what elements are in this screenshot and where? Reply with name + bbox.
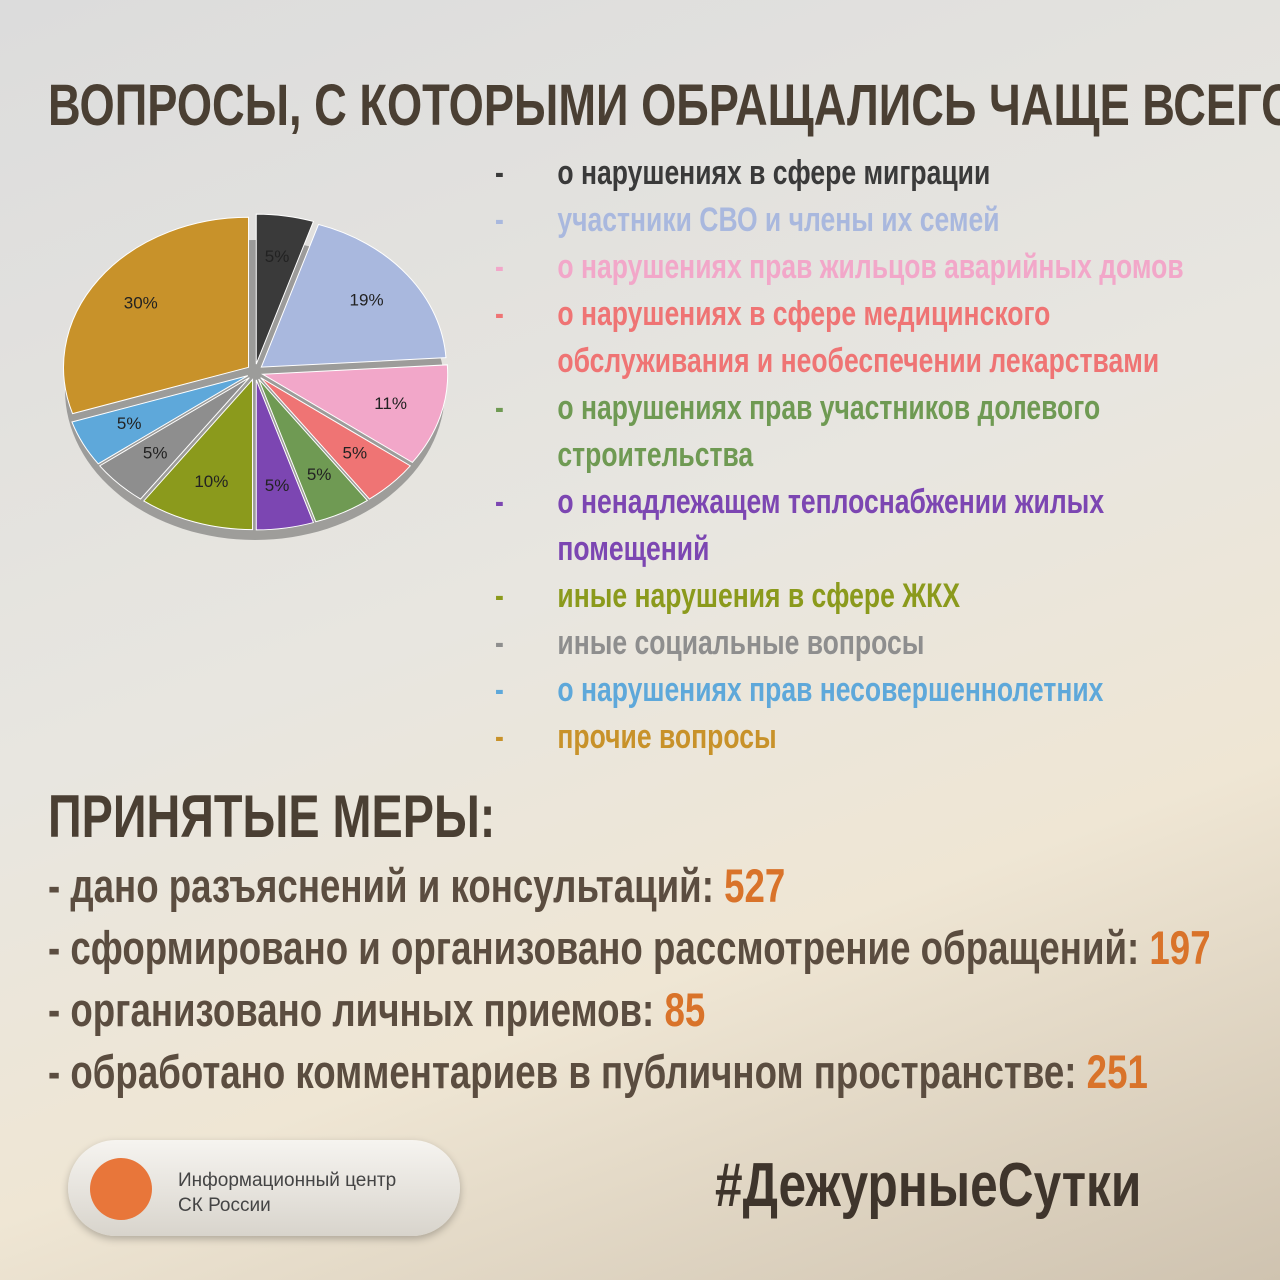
legend-item: - иные социальные вопросы xyxy=(495,620,1275,667)
legend-dash: - xyxy=(495,154,504,192)
logo-text: Информационный центр xyxy=(178,1170,397,1191)
pie-slice xyxy=(258,378,369,523)
pie-slice xyxy=(63,216,250,415)
legend-text: о нарушениях в сфере медицинского обслуж… xyxy=(557,295,1160,380)
legend-text: о нарушениях в сфере миграции xyxy=(557,154,991,192)
logo: Информационный центр СК России xyxy=(68,1140,460,1236)
measure-text: - обработано комментариев в публичном пр… xyxy=(48,1045,1077,1098)
logo-text: СК России xyxy=(178,1195,271,1216)
measures-title: ПРИНЯТЫЕ МЕРЫ: xyxy=(48,783,496,850)
logo-icon xyxy=(90,1158,152,1220)
measure-line: - дано разъяснений и консультаций: 527 xyxy=(48,858,785,913)
legend-item: - о нарушениях прав участников долевого с… xyxy=(495,385,1275,479)
legend-text: иные социальные вопросы xyxy=(557,624,925,662)
pie-slice xyxy=(71,375,249,465)
legend-dash: - xyxy=(495,483,504,521)
legend-item: - о нарушениях прав жильцов аварийных дом… xyxy=(495,244,1275,291)
slice-label: 5% xyxy=(117,414,142,433)
legend-item: - о нарушениях в сфере медицинского обслу… xyxy=(495,291,1275,385)
pie-slice xyxy=(260,223,447,368)
legend-dash: - xyxy=(495,577,504,615)
slice-label: 5% xyxy=(143,444,168,463)
pie-slice xyxy=(260,364,449,464)
legend-dash: - xyxy=(495,389,504,427)
legend-item: - участники СВО и члены их семей xyxy=(495,197,1275,244)
slice-label: 5% xyxy=(343,444,368,463)
measure-value: 197 xyxy=(1149,921,1211,974)
legend-text: о нарушениях прав участников долевого ст… xyxy=(557,389,1101,474)
measure-value: 85 xyxy=(664,983,706,1036)
measure-text: - дано разъяснений и консультаций: xyxy=(48,859,714,912)
legend-text: иные нарушения в сфере ЖКХ xyxy=(557,577,961,615)
measure-line: - организовано личных приемов: 85 xyxy=(48,982,705,1037)
slice-label: 5% xyxy=(265,476,290,495)
legend-dash: - xyxy=(495,295,504,333)
slice-label: 19% xyxy=(350,290,384,309)
slice-label: 5% xyxy=(307,465,332,484)
legend-item: - о нарушениях прав несовершеннолетних xyxy=(495,667,1275,714)
measure-line: - сформировано и организовано рассмотрен… xyxy=(48,920,1211,975)
legend-item: - прочие вопросы xyxy=(495,714,1275,761)
pie-chart: 5%19%11%5%5%5%10%5%5%30% xyxy=(63,213,449,540)
legend-item: - о ненадлежащем теплоснабжении жилых пом… xyxy=(495,479,1275,573)
pie-slice xyxy=(255,379,315,531)
legend-text: участники СВО и члены их семей xyxy=(557,201,1000,239)
legend-dash: - xyxy=(495,201,504,239)
legend-item: - о нарушениях в сфере миграции xyxy=(495,150,1275,197)
slice-label: 11% xyxy=(374,394,407,413)
measure-text: - сформировано и организовано рассмотрен… xyxy=(48,921,1140,974)
hashtag: #ДежурныеСутки xyxy=(715,1151,1142,1220)
measure-line: - обработано комментариев в публичном пр… xyxy=(48,1044,1148,1099)
chart-title: ВОПРОСЫ, С КОТОРЫМИ ОБРАЩАЛИСЬ ЧАЩЕ ВСЕГ… xyxy=(48,73,1280,138)
pie-slice xyxy=(260,377,412,500)
slice-label: 30% xyxy=(124,293,158,312)
pie-slice xyxy=(98,377,250,500)
legend: - о нарушениях в сфере миграции - участники… xyxy=(495,150,1275,761)
measure-text: - организовано личных приемов: xyxy=(48,983,655,1036)
legend-dash: - xyxy=(495,624,504,662)
slice-label: 5% xyxy=(265,247,290,266)
legend-dash: - xyxy=(495,248,504,286)
pie-slice xyxy=(143,378,254,531)
legend-text: о нарушениях прав несовершеннолетних xyxy=(557,671,1104,709)
legend-text: о ненадлежащем теплоснабжении жилых поме… xyxy=(557,483,1105,568)
measure-value: 527 xyxy=(724,859,786,912)
legend-text: прочие вопросы xyxy=(557,718,777,756)
legend-text: о нарушениях прав жильцов аварийных домо… xyxy=(557,248,1184,286)
slice-label: 10% xyxy=(194,472,228,491)
legend-dash: - xyxy=(495,718,504,756)
legend-dash: - xyxy=(495,671,504,709)
legend-item: - иные нарушения в сфере ЖКХ xyxy=(495,573,1275,620)
pie-slice xyxy=(255,213,315,365)
measure-value: 251 xyxy=(1086,1045,1148,1098)
